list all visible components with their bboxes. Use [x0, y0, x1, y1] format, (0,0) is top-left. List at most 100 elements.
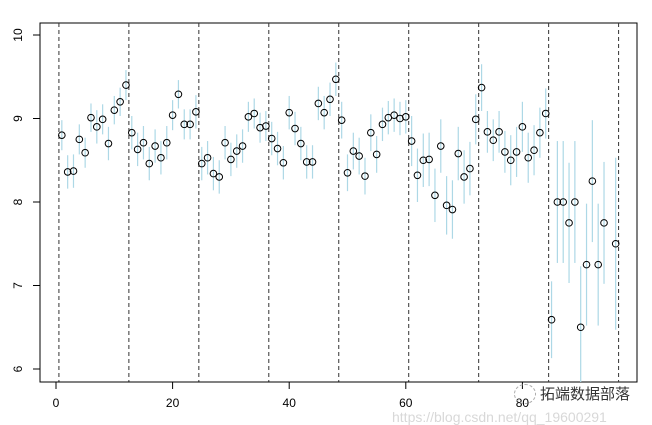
data-point [495, 128, 503, 136]
data-point [536, 128, 544, 137]
data-point [442, 201, 451, 210]
watermark-url: https://blog.csdn.net/qq_19600291 [392, 409, 607, 425]
data-point [506, 156, 515, 165]
data-point [378, 120, 387, 129]
data-point [104, 139, 113, 148]
data-point [454, 149, 463, 158]
data-point [162, 138, 171, 147]
data-point [372, 150, 381, 159]
x-axis: 0 20 40 60 80 [53, 381, 529, 410]
data-point [524, 153, 533, 162]
data-point [244, 113, 253, 121]
data-point [436, 142, 445, 150]
data-point [238, 142, 247, 150]
data-point [466, 164, 474, 173]
data-point [326, 95, 334, 104]
data-point [69, 167, 78, 175]
data-point [168, 111, 177, 119]
data-point [518, 123, 527, 131]
x-tick-label: 40 [283, 396, 297, 410]
x-tick-label: 20 [166, 396, 180, 410]
watermark-text: 拓端数据部落 [540, 385, 631, 403]
data-point [355, 152, 363, 160]
data-point [302, 158, 311, 166]
data-point [600, 219, 608, 227]
data-point [174, 90, 183, 99]
data-point [151, 142, 159, 150]
data-point [361, 172, 369, 180]
data-point [250, 109, 259, 118]
y-tick-label: 10 [11, 28, 25, 42]
data-point [483, 128, 492, 136]
data-point [75, 135, 84, 144]
data-point [203, 153, 212, 162]
data-point [314, 99, 323, 108]
data-point [273, 144, 282, 153]
data-point [157, 153, 165, 162]
data-point [343, 168, 352, 177]
data-point [197, 159, 206, 168]
data-point [262, 122, 270, 130]
y-tick-label: 6 [11, 365, 25, 372]
data-point [227, 155, 235, 164]
data-point [320, 108, 328, 117]
data-point [489, 136, 498, 145]
data-point [332, 75, 340, 84]
data-point [221, 138, 229, 147]
data-point [279, 158, 288, 167]
data-point [477, 83, 486, 92]
data-point [390, 111, 398, 119]
data-point [122, 81, 130, 89]
data-point [471, 115, 480, 124]
data-point [553, 198, 562, 206]
data-point [349, 147, 358, 155]
data-point [402, 113, 410, 121]
data-point [215, 173, 224, 181]
data-point [547, 315, 556, 324]
data-point [571, 198, 579, 206]
data-point [186, 120, 194, 129]
data-point [98, 115, 107, 124]
y-axis: 6 7 8 9 10 [11, 28, 41, 372]
data-point [501, 148, 509, 156]
data-point [116, 98, 124, 106]
data-point [291, 124, 299, 133]
data-point [425, 155, 433, 164]
data-point [512, 148, 521, 156]
data-points [58, 75, 620, 332]
data-point [192, 108, 200, 116]
data-point [582, 260, 591, 269]
data-point [559, 198, 568, 206]
data-point [145, 159, 154, 168]
data-point [285, 108, 294, 117]
y-tick-label: 8 [11, 198, 25, 205]
data-point [576, 323, 585, 332]
y-tick-label: 9 [11, 115, 25, 122]
data-point [87, 113, 95, 122]
data-point [209, 169, 218, 178]
data-point [565, 219, 573, 227]
x-tick-label: 0 [53, 396, 60, 410]
data-point [407, 137, 416, 145]
watermark-logo-icon [514, 384, 536, 404]
data-point [530, 146, 538, 155]
data-point [93, 123, 101, 131]
data-point [431, 191, 439, 200]
data-point [367, 128, 375, 137]
data-point [337, 116, 346, 124]
data-point [139, 138, 148, 147]
data-point [611, 239, 620, 248]
data-point [413, 171, 422, 180]
data-point [448, 205, 457, 214]
data-point [58, 131, 66, 139]
data-point [460, 173, 468, 181]
data-point [133, 145, 142, 154]
data-point [110, 106, 119, 114]
data-point [180, 120, 189, 129]
x-tick-label: 60 [399, 396, 413, 410]
data-point [81, 148, 89, 157]
data-point [308, 158, 317, 166]
y-tick-label: 7 [11, 282, 25, 289]
data-point [594, 260, 602, 269]
